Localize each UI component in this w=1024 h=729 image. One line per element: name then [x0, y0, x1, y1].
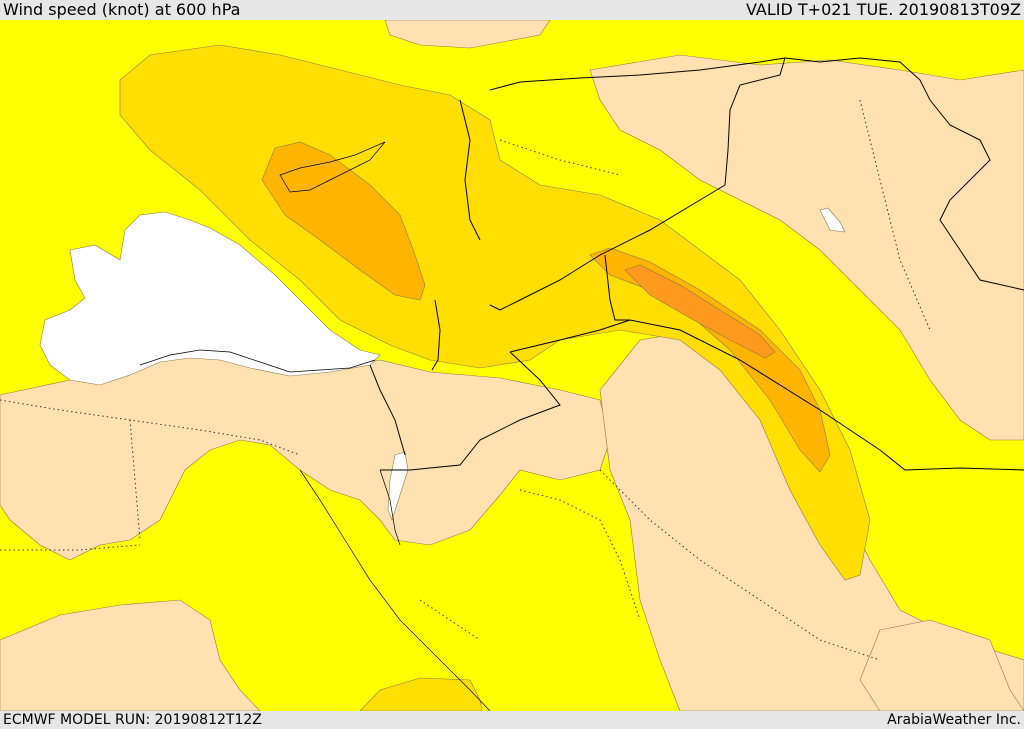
valid-time: VALID T+021 TUE. 20190813T09Z [745, 0, 1021, 19]
footer-bar: ECMWF MODEL RUN: 20190812T12Z ArabiaWeat… [0, 711, 1024, 729]
field-calm-mediterranean [39, 211, 381, 386]
credit: ArabiaWeather Inc. [887, 712, 1021, 728]
field-fresh-south [359, 677, 483, 711]
region-boundaries [0, 99, 931, 661]
wind-speed-map [0, 20, 1024, 711]
field-calm-redsea [387, 451, 409, 521]
field-strong-cyprus [261, 141, 426, 301]
model-run: ECMWF MODEL RUN: 20190812T12Z [3, 712, 262, 728]
field-light-north [384, 20, 551, 49]
field-light-southwest [0, 599, 261, 711]
header-bar: Wind speed (knot) at 600 hPa VALID T+021… [0, 0, 1024, 20]
field-very-strong-core [624, 264, 776, 359]
field-light-iran [589, 54, 1024, 441]
field-calm-gulf [819, 207, 846, 233]
coastlines [139, 141, 491, 711]
field-light-south-pocket [859, 619, 1024, 711]
map-title: Wind speed (knot) at 600 hPa [3, 0, 241, 19]
map-canvas [0, 20, 1024, 711]
country-borders [369, 57, 1024, 471]
